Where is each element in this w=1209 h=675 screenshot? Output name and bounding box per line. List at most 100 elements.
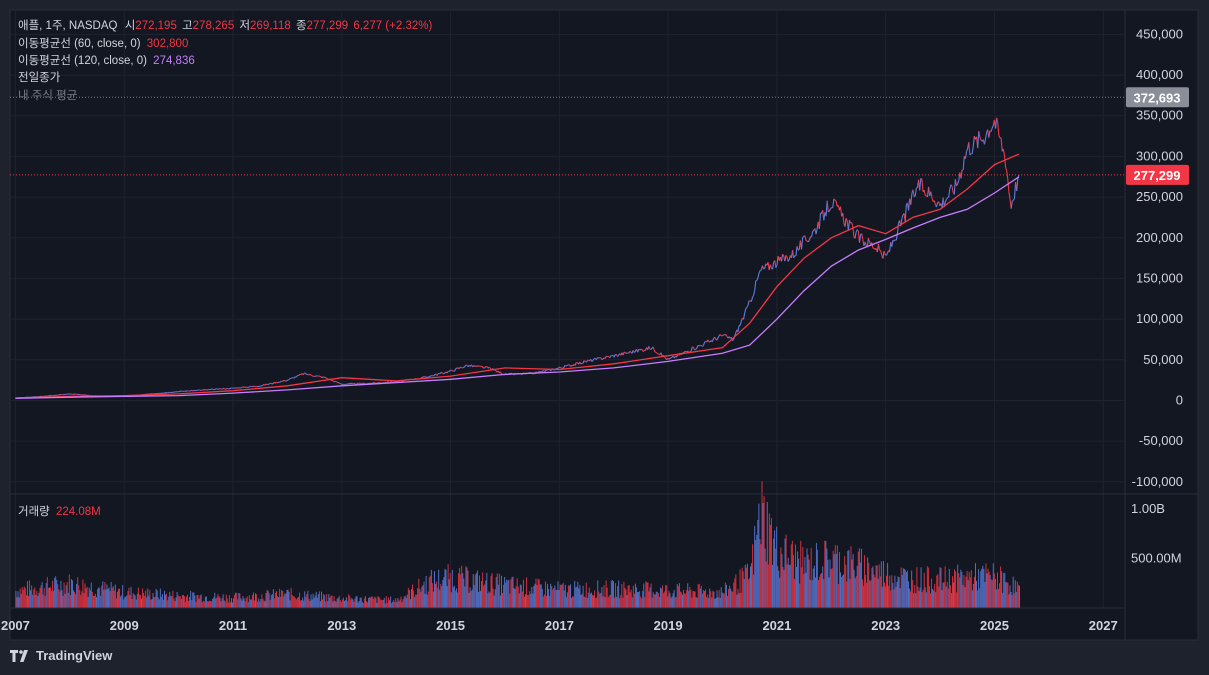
price-segment bbox=[758, 270, 761, 274]
volume-bar bbox=[348, 594, 350, 608]
volume-bar bbox=[1017, 584, 1019, 608]
volume-bar bbox=[869, 580, 871, 608]
volume-bar bbox=[981, 568, 983, 608]
volume-bar bbox=[244, 601, 246, 608]
price-segment bbox=[972, 135, 975, 147]
volume-bar bbox=[845, 564, 847, 608]
volume-bar bbox=[676, 584, 678, 608]
time-axis[interactable]: 2007 2009 2011 2013 2015 2017 2019 2021 2023 2025… bbox=[1, 618, 1118, 633]
price-segment bbox=[866, 238, 869, 248]
volume-bar bbox=[282, 591, 284, 608]
volume-bar bbox=[58, 589, 60, 608]
volume-bar bbox=[462, 573, 464, 608]
volume-bar bbox=[645, 581, 647, 608]
volume-bar bbox=[25, 595, 27, 608]
prev-close-legend[interactable]: 전일종가 bbox=[18, 71, 60, 85]
volume-bar bbox=[447, 564, 449, 608]
volume-bar bbox=[142, 588, 144, 608]
volume-bar bbox=[690, 589, 692, 608]
volume-bar bbox=[237, 599, 239, 608]
price-segment bbox=[429, 375, 432, 377]
volume-bar bbox=[316, 597, 318, 608]
volume-bar bbox=[947, 588, 949, 608]
prev-close-label: 전일종가 bbox=[18, 72, 61, 84]
volume-bar bbox=[246, 596, 248, 608]
tradingview-logo[interactable]: TradingView bbox=[10, 648, 112, 663]
volume-bar bbox=[62, 595, 64, 608]
x-tick-label-4: 2015 bbox=[436, 618, 465, 633]
volume-bar bbox=[268, 592, 270, 608]
volume-bar bbox=[541, 588, 543, 608]
ma120-legend[interactable]: 이동평균선 (120, close, 0) 274,836 bbox=[18, 54, 195, 68]
volume-bar bbox=[241, 600, 243, 608]
volume-bar bbox=[959, 577, 961, 608]
volume-bar bbox=[638, 591, 640, 608]
price-axis[interactable]: 450,000 400,000 350,000 300,000 250,000 200,0… bbox=[1132, 26, 1183, 488]
volume-bar bbox=[327, 601, 329, 608]
price-segment bbox=[668, 357, 671, 360]
volume-bar bbox=[733, 582, 735, 608]
volume-bar bbox=[641, 598, 643, 608]
volume-bar bbox=[326, 594, 328, 608]
volume-bar bbox=[716, 590, 718, 608]
volume-bar bbox=[921, 592, 923, 608]
volume-bar bbox=[593, 595, 595, 608]
price-segment bbox=[808, 236, 811, 241]
volume-tick-label-1: 500.00M bbox=[1131, 550, 1182, 565]
volume-bar bbox=[367, 602, 369, 608]
volume-bar bbox=[137, 587, 139, 608]
volume-bar bbox=[482, 572, 484, 608]
price-segment bbox=[883, 250, 886, 255]
volume-bar bbox=[87, 596, 89, 608]
volume-bar bbox=[826, 548, 828, 608]
price-segment bbox=[454, 368, 457, 372]
volume-bar bbox=[331, 595, 333, 608]
price-segment bbox=[877, 243, 881, 251]
volume-bar bbox=[888, 585, 890, 608]
volume-bar bbox=[120, 596, 122, 608]
price-segment bbox=[724, 333, 726, 336]
volume-bar bbox=[895, 586, 897, 608]
avg-price-legend[interactable]: 내 주식 평균 bbox=[18, 89, 77, 103]
volume-bar bbox=[82, 579, 84, 608]
volume-bar bbox=[758, 503, 760, 608]
price-segment bbox=[263, 383, 266, 386]
symbol-name[interactable]: 애플, 1주, NASDAQ bbox=[18, 20, 118, 32]
ma60-legend[interactable]: 이동평균선 (60, close, 0) 302,800 bbox=[18, 37, 188, 51]
volume-bar bbox=[773, 538, 775, 608]
volume-bar bbox=[689, 586, 691, 608]
change-value: 6,277 (+2.32%) bbox=[353, 20, 433, 32]
price-segment bbox=[797, 248, 800, 251]
price-segment bbox=[286, 379, 288, 382]
volume-bar bbox=[130, 586, 132, 608]
price-segment bbox=[804, 235, 807, 241]
volume-bar bbox=[596, 597, 598, 608]
price-segment bbox=[818, 212, 822, 229]
volume-bar bbox=[192, 592, 194, 608]
volume-bar bbox=[898, 577, 900, 608]
volume-bar bbox=[718, 590, 720, 608]
volume-bar bbox=[150, 599, 152, 608]
volume-bar bbox=[383, 597, 385, 608]
x-tick-label-5: 2017 bbox=[545, 618, 574, 633]
volume-bar bbox=[1014, 580, 1016, 608]
volume-bar bbox=[328, 594, 330, 608]
volume-bar bbox=[935, 592, 937, 608]
volume-bar bbox=[124, 597, 126, 608]
volume-bar bbox=[725, 584, 727, 608]
volume-bar bbox=[592, 594, 594, 608]
volume-bar bbox=[661, 588, 663, 608]
volume-legend[interactable]: 거래량 224.08M bbox=[18, 505, 101, 519]
volume-bar bbox=[102, 581, 104, 608]
price-segment bbox=[213, 388, 216, 391]
volume-bar bbox=[982, 565, 984, 608]
price-segment bbox=[946, 197, 949, 200]
volume-axis[interactable]: 1.00B 500.00M bbox=[1131, 501, 1182, 566]
volume-bar bbox=[681, 594, 683, 608]
volume-bar bbox=[107, 588, 109, 608]
price-series bbox=[15, 117, 1020, 400]
volume-bar bbox=[574, 580, 576, 608]
volume-bar bbox=[864, 555, 866, 608]
volume-bar bbox=[228, 595, 230, 608]
